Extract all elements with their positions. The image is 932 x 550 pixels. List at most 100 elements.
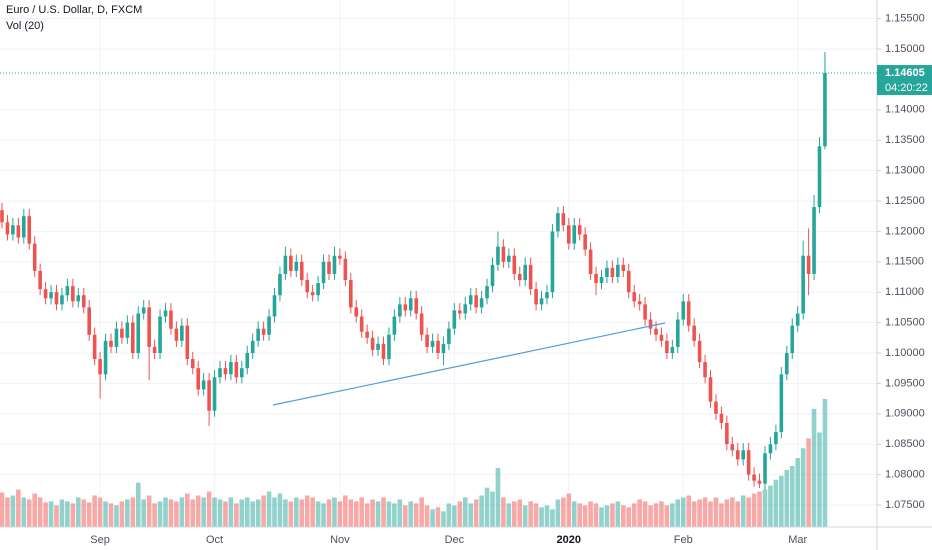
volume-bar — [146, 495, 152, 527]
candle-body — [539, 298, 544, 305]
volume-bar — [76, 497, 81, 527]
volume-bar — [206, 491, 212, 527]
volume-bar — [97, 497, 103, 527]
candle-body — [354, 307, 359, 317]
volume-bar — [81, 499, 87, 527]
volume-bar — [326, 499, 332, 527]
candle-body — [43, 289, 48, 299]
candle-body — [823, 73, 827, 147]
volume-bar — [604, 505, 610, 527]
candle-body — [545, 292, 549, 299]
volume-bar — [375, 501, 381, 527]
candle-body — [343, 258, 348, 281]
candle-body — [474, 295, 478, 308]
candle-body — [120, 328, 124, 338]
volume-bar — [506, 503, 512, 527]
candle-body — [425, 334, 429, 347]
volume-bar — [789, 465, 795, 527]
volume-bar — [724, 499, 730, 527]
volume-bar — [675, 499, 681, 527]
x-tick-label: Sep — [90, 534, 110, 546]
candle-body — [76, 295, 81, 302]
volume-bar — [332, 497, 337, 527]
volume-bar — [713, 497, 719, 527]
candle-body — [730, 444, 735, 451]
candle-body — [659, 334, 664, 341]
volume-bar — [413, 503, 419, 527]
volume-bar — [659, 501, 664, 527]
candle-body — [234, 362, 239, 378]
candle-body — [725, 422, 729, 445]
candle-body — [87, 307, 91, 335]
volume-bar — [272, 497, 277, 527]
volume-bar — [228, 497, 234, 527]
volume-bar — [773, 479, 779, 527]
candle-body — [654, 328, 658, 335]
last-price-label: 1.14605 — [885, 67, 925, 79]
candle-body — [387, 334, 391, 360]
volume-bar — [310, 497, 315, 527]
candle-body — [310, 292, 315, 296]
volume-bar — [48, 501, 54, 527]
candle-body — [507, 255, 511, 262]
candle-body — [567, 225, 571, 244]
countdown-label: 04:20:22 — [885, 82, 928, 94]
volume-bar — [179, 497, 185, 527]
candle-body — [229, 362, 233, 375]
candle-body — [60, 295, 64, 305]
volume-bar — [550, 509, 555, 527]
volume-bar — [190, 499, 196, 527]
volume-bar — [468, 503, 473, 527]
volume-bar — [217, 499, 223, 527]
volume-bar — [757, 491, 762, 527]
candle-body — [616, 264, 620, 277]
candle-body — [599, 276, 604, 284]
candle-body — [92, 334, 97, 360]
candle-body — [670, 346, 675, 353]
volume-bar — [92, 495, 97, 527]
volume-bar — [517, 499, 523, 527]
candle-body — [38, 270, 42, 290]
volume-bar — [157, 501, 163, 527]
volume-bar — [337, 501, 343, 527]
candle-body — [735, 450, 740, 460]
volume-bar — [566, 493, 572, 527]
candle-body — [338, 255, 342, 259]
candle-body — [398, 304, 402, 317]
volume-bar — [811, 408, 817, 527]
volume-bar — [571, 501, 577, 527]
volume-bar — [135, 482, 141, 527]
candle-body — [272, 295, 277, 317]
candle-body — [240, 368, 244, 378]
candle-body — [16, 225, 21, 238]
volume-bar — [441, 511, 446, 527]
candle-body — [479, 298, 484, 308]
candle-body — [218, 368, 222, 378]
candle-body — [419, 313, 424, 335]
volume-bar — [593, 503, 599, 527]
candle-body — [201, 380, 206, 390]
volume-bar — [294, 497, 299, 527]
volume-bar — [163, 497, 168, 527]
trend-line — [272, 322, 666, 406]
volume-bar — [130, 497, 136, 527]
candle-body — [692, 325, 696, 341]
candle-body — [185, 325, 190, 360]
x-tick-label: 2020 — [557, 534, 581, 546]
volume-bar — [626, 507, 632, 527]
candle-body — [436, 340, 440, 353]
volume-bar — [615, 501, 621, 527]
x-tick-label: Mar — [788, 534, 807, 546]
candle-body — [626, 270, 631, 293]
volume-bar — [610, 503, 615, 527]
candle-body — [741, 450, 745, 460]
volume-bar — [16, 489, 21, 527]
x-tick-label: Nov — [330, 534, 350, 546]
countdown-box — [877, 81, 932, 96]
volume-bar — [419, 497, 424, 527]
candle-body — [365, 331, 369, 338]
candle-body — [468, 295, 473, 305]
volume-bar — [266, 491, 272, 527]
candle-body — [283, 255, 288, 274]
candle-body — [681, 301, 686, 320]
